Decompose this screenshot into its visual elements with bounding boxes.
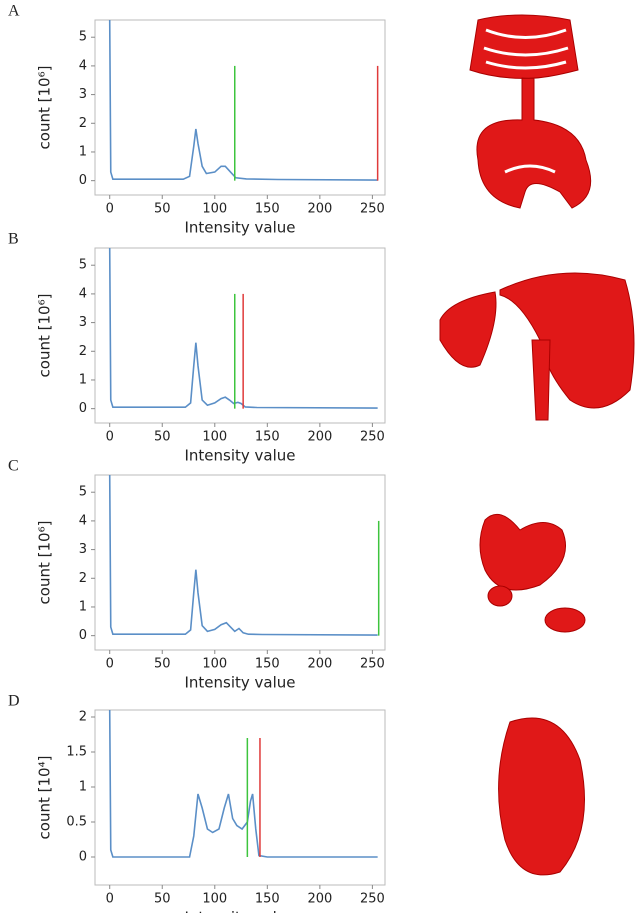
liver-left (439, 291, 497, 368)
x-axis-label: Intensity value (184, 674, 295, 692)
y-tick-label: 4 (79, 58, 87, 73)
plot-frame (94, 474, 386, 651)
x-tick-label: 200 (307, 202, 332, 217)
x-tick-label: 50 (154, 202, 171, 217)
x-tick-label: 100 (202, 430, 227, 445)
blob-main (479, 513, 566, 591)
liver-right (499, 272, 635, 409)
y-tick-label: 0 (79, 850, 87, 865)
histogram-line (108, 247, 378, 409)
y-tick-label: 0 (79, 401, 87, 416)
x-tick-label: 50 (154, 892, 171, 907)
vessel (531, 339, 551, 421)
x-tick-label: 100 (202, 892, 227, 907)
x-tick-label: 250 (360, 657, 385, 672)
panel-label: A (8, 3, 20, 20)
y-tick-label: 1 (79, 144, 87, 159)
histogram-line (108, 709, 378, 858)
y-tick-label: 3 (79, 542, 87, 557)
y-tick-label: 2 (79, 571, 87, 586)
y-tick-label: 4 (79, 286, 87, 301)
x-tick-label: 250 (360, 430, 385, 445)
y-tick-label: 0.5 (66, 815, 87, 830)
histogram-line (108, 474, 378, 636)
x-axis-label: Intensity value (184, 909, 295, 913)
x-tick-label: 0 (106, 892, 114, 907)
y-tick-label: 1.5 (66, 745, 87, 760)
render-skeleton (469, 14, 592, 209)
y-tick-label: 5 (79, 30, 87, 45)
y-axis-label: count [10⁶] (36, 521, 54, 605)
x-tick-label: 150 (255, 892, 280, 907)
x-tick-label: 0 (106, 430, 114, 445)
x-tick-label: 250 (360, 892, 385, 907)
x-tick-label: 200 (307, 657, 332, 672)
y-tick-label: 3 (79, 315, 87, 330)
render-blobs (479, 513, 586, 633)
plot-frame (94, 247, 386, 424)
render-liver (439, 272, 635, 421)
plot-frame (94, 19, 386, 196)
panel-label: C (8, 458, 19, 475)
x-tick-label: 250 (360, 202, 385, 217)
x-tick-label: 150 (255, 202, 280, 217)
y-axis-label: count [10⁶] (36, 294, 54, 378)
render-kidney (498, 717, 585, 876)
x-tick-label: 150 (255, 657, 280, 672)
y-tick-label: 5 (79, 485, 87, 500)
y-tick-label: 0 (79, 628, 87, 643)
blob-right (544, 607, 586, 633)
y-tick-label: 2 (79, 710, 87, 725)
x-tick-label: 200 (307, 430, 332, 445)
x-tick-label: 50 (154, 657, 171, 672)
y-axis-label: count [10⁴] (36, 756, 54, 840)
blob-small (487, 585, 513, 607)
x-tick-label: 50 (154, 430, 171, 445)
y-tick-label: 0 (79, 173, 87, 188)
y-tick-label: 4 (79, 513, 87, 528)
x-tick-label: 200 (307, 892, 332, 907)
x-axis-label: Intensity value (184, 447, 295, 465)
panel-label: D (8, 693, 20, 710)
kidney (498, 717, 585, 876)
y-tick-label: 1 (79, 780, 87, 795)
x-tick-label: 100 (202, 202, 227, 217)
y-axis-label: count [10⁶] (36, 66, 54, 150)
y-tick-label: 2 (79, 344, 87, 359)
x-axis-label: Intensity value (184, 219, 295, 237)
plot-frame (94, 709, 386, 886)
x-tick-label: 150 (255, 430, 280, 445)
y-tick-label: 1 (79, 372, 87, 387)
y-tick-label: 3 (79, 87, 87, 102)
panel-label: B (8, 231, 19, 248)
skeleton-gaps (483, 28, 569, 174)
x-tick-label: 0 (106, 657, 114, 672)
y-tick-label: 2 (79, 116, 87, 131)
skeleton (469, 14, 592, 209)
histogram-line (108, 19, 378, 181)
x-tick-label: 100 (202, 657, 227, 672)
y-tick-label: 1 (79, 599, 87, 614)
x-tick-label: 0 (106, 202, 114, 217)
y-tick-label: 5 (79, 258, 87, 273)
